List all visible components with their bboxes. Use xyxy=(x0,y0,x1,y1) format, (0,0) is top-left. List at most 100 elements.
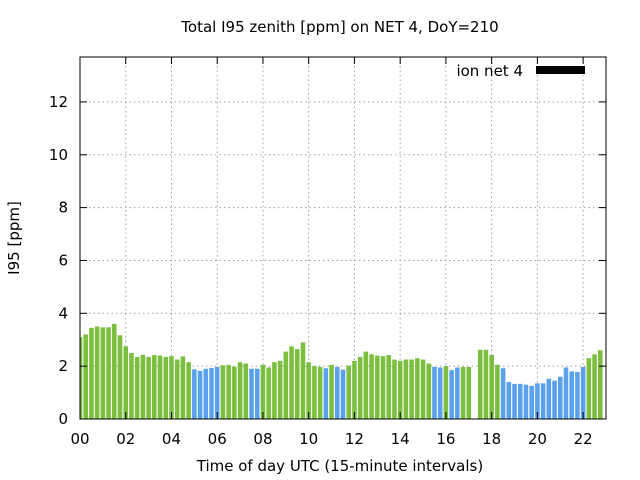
y-tick-label: 4 xyxy=(58,304,68,322)
x-tick-label: 12 xyxy=(345,430,364,448)
bar xyxy=(157,355,163,419)
x-tick-label: 04 xyxy=(162,430,181,448)
y-tick-label: 8 xyxy=(58,199,68,217)
bar xyxy=(403,359,409,419)
bar xyxy=(569,371,574,419)
bar xyxy=(523,384,529,419)
bar xyxy=(266,367,271,419)
bar xyxy=(489,355,494,419)
bar xyxy=(214,366,220,419)
bar xyxy=(249,368,254,419)
bar xyxy=(197,370,203,419)
bar xyxy=(323,368,329,419)
bar xyxy=(117,335,123,419)
bar xyxy=(180,356,186,419)
bar xyxy=(575,371,580,419)
bar xyxy=(272,362,277,419)
bar xyxy=(300,342,306,419)
bar xyxy=(460,366,466,419)
bar xyxy=(352,360,357,419)
bar xyxy=(237,362,243,419)
bar xyxy=(455,367,460,419)
bar xyxy=(449,370,454,419)
bar xyxy=(260,364,266,419)
bar xyxy=(529,385,534,419)
x-tick-labels: 00 02 04 06 08 10 12 14 16 18 20 22 xyxy=(70,430,592,448)
bar xyxy=(306,362,311,419)
bar xyxy=(397,360,403,419)
bar xyxy=(592,354,597,419)
bar xyxy=(312,366,317,419)
y-tick-label: 10 xyxy=(49,146,68,164)
bar xyxy=(334,366,340,419)
x-tick-label: 06 xyxy=(208,430,227,448)
x-tick-label: 16 xyxy=(436,430,455,448)
bar xyxy=(363,351,369,419)
bar xyxy=(500,368,506,419)
bar xyxy=(140,354,146,419)
bar xyxy=(495,364,500,419)
bar xyxy=(552,380,557,419)
bar xyxy=(437,367,443,419)
x-tick-label: 18 xyxy=(482,430,501,448)
bar xyxy=(277,360,283,419)
bar xyxy=(540,383,546,419)
bar xyxy=(506,382,512,419)
bar xyxy=(369,354,374,419)
bar xyxy=(357,356,363,419)
bar xyxy=(346,365,352,419)
bars xyxy=(80,323,603,419)
bar xyxy=(409,359,414,419)
bar xyxy=(146,356,151,419)
x-tick-label: 20 xyxy=(528,430,547,448)
bar xyxy=(106,327,111,419)
bar xyxy=(563,367,569,419)
bar xyxy=(243,363,249,419)
y-tick-label: 12 xyxy=(49,93,68,111)
bar xyxy=(203,368,209,419)
y-tick-labels: 0 2 4 6 8 10 12 xyxy=(49,93,68,428)
bar xyxy=(386,355,392,419)
bar xyxy=(94,326,100,419)
bar xyxy=(112,323,117,419)
bar xyxy=(174,359,180,419)
x-axis-label: Time of day UTC (15-minute intervals) xyxy=(196,457,483,475)
bar xyxy=(380,356,386,419)
bar xyxy=(220,365,226,419)
legend: ion net 4 xyxy=(456,62,585,80)
plot-frame xyxy=(79,56,607,420)
x-tick-label: 00 xyxy=(70,430,89,448)
legend-swatch xyxy=(536,66,585,74)
bar xyxy=(512,383,517,419)
bar xyxy=(100,327,106,419)
bar xyxy=(443,366,449,419)
bar xyxy=(283,351,289,419)
bar xyxy=(163,356,169,419)
bar xyxy=(192,369,197,419)
bar xyxy=(89,327,94,419)
bar xyxy=(254,368,260,419)
bar xyxy=(546,378,552,419)
bar xyxy=(426,363,432,419)
bar xyxy=(232,366,237,419)
bar xyxy=(477,349,483,419)
y-axis-label: I95 [ppm] xyxy=(5,201,23,275)
bar xyxy=(517,383,523,419)
bar xyxy=(557,376,563,419)
x-tick-label: 14 xyxy=(391,430,410,448)
x-tick-label: 22 xyxy=(574,430,593,448)
bar xyxy=(289,346,294,419)
chart-title: Total I95 zenith [ppm] on NET 4, DoY=210 xyxy=(180,18,498,36)
bar xyxy=(169,356,174,419)
bar xyxy=(123,346,129,419)
bar xyxy=(209,368,214,419)
bar xyxy=(329,364,334,419)
y-tick-label: 0 xyxy=(58,410,68,428)
ticks xyxy=(79,57,606,420)
bar xyxy=(226,364,231,419)
x-tick-label: 08 xyxy=(253,430,272,448)
y-tick-label: 2 xyxy=(58,357,68,375)
legend-label: ion net 4 xyxy=(456,62,523,80)
bar xyxy=(340,369,346,419)
